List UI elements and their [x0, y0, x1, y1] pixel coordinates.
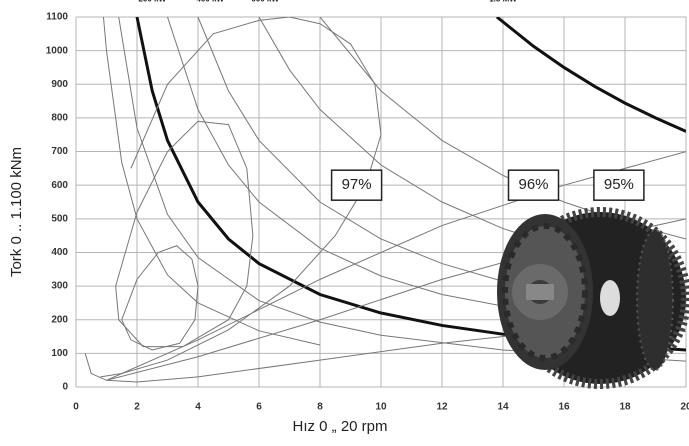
- y-tick-label: 200: [51, 314, 68, 325]
- x-tick-label: 14: [497, 402, 509, 413]
- y-tick-label: 500: [51, 213, 68, 224]
- x-tick-label: 18: [619, 402, 631, 413]
- y-tick-label: 700: [51, 146, 68, 157]
- annotation: 96%: [518, 176, 548, 193]
- x-tick-label: 16: [558, 402, 570, 413]
- x-tick-label: 2: [134, 402, 140, 413]
- y-tick-label: 1100: [46, 12, 68, 23]
- annotation: 200 kW: [138, 0, 166, 4]
- motor-image: [497, 212, 686, 384]
- x-tick-label: 0: [73, 402, 79, 413]
- annotation: 97%: [342, 176, 372, 193]
- annotation: 400 kW: [196, 0, 224, 4]
- y-tick-label: 800: [51, 113, 68, 124]
- y-tick-label: 1000: [46, 45, 69, 56]
- chart: 0 100 200 300 400 500 600 700 800 900 1000 1100 0 2 4 6…: [0, 0, 689, 446]
- y-axis-label: Tork 0 .. 1.100 kNm: [8, 147, 25, 277]
- y-tick-label: 300: [51, 281, 68, 292]
- annotation: 600 kW: [251, 0, 279, 4]
- x-tick-label: 4: [195, 402, 201, 413]
- curve: [497, 17, 686, 131]
- x-tick-label: 8: [317, 402, 323, 413]
- x-tick-label: 12: [436, 402, 448, 413]
- annotation: 1.5 MW: [489, 0, 517, 4]
- annotation: 95%: [604, 176, 634, 193]
- x-tick-label: 6: [256, 402, 262, 413]
- x-tick-label: 20: [680, 402, 689, 413]
- y-tick-label: 600: [51, 180, 68, 191]
- y-tick-label: 0: [62, 382, 68, 393]
- y-tick-label: 100: [51, 348, 68, 359]
- x-tick-label: 10: [375, 402, 387, 413]
- x-axis-label: Hız 0 „ 20 rpm: [292, 418, 387, 435]
- y-tick-label: 900: [51, 79, 68, 90]
- y-tick-label: 400: [51, 247, 68, 258]
